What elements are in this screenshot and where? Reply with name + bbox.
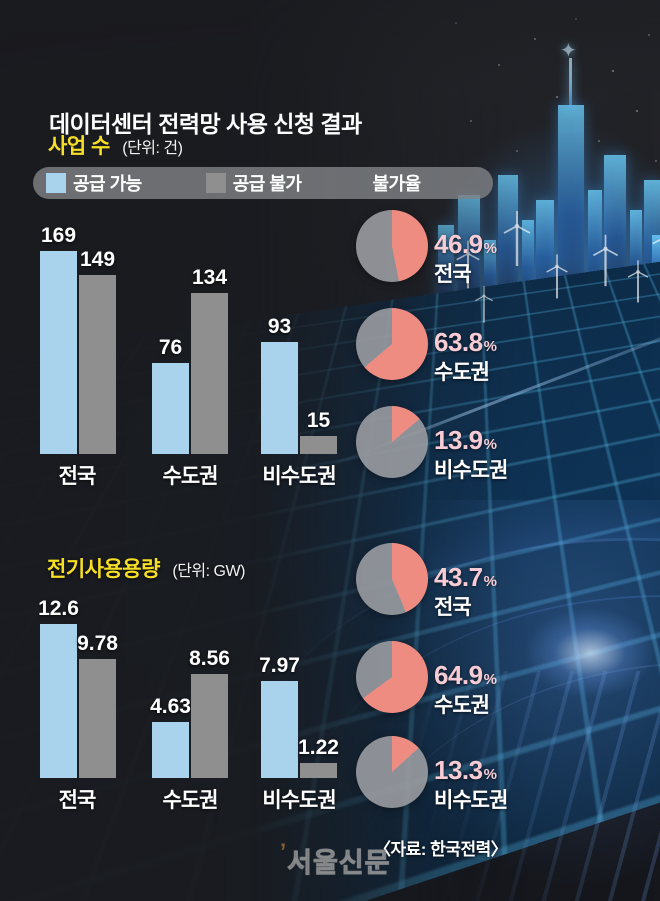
publisher-watermark: ’ 서울신문 xyxy=(280,841,391,880)
pie-region-label: 수도권 xyxy=(434,361,490,384)
page-title: 데이터센터 전력망 사용 신청 결과 xyxy=(49,111,362,138)
impossible-rate-label: 불가율 xyxy=(372,174,422,194)
pie-percent-label: 13.3% xyxy=(434,755,497,786)
bar-supply-possible xyxy=(261,342,298,454)
bar-supply-impossible xyxy=(300,436,337,454)
bar-supply-impossible xyxy=(191,674,228,778)
pie-region-label: 비수도권 xyxy=(434,459,508,482)
bar-value-label: 134 xyxy=(191,266,228,289)
bar-supply-possible xyxy=(261,681,298,778)
bar-supply-impossible xyxy=(300,763,337,778)
category-label: 수도권 xyxy=(162,465,219,488)
pie-percent-label: 46.9% xyxy=(434,229,497,260)
bar-value-label: 4.63 xyxy=(150,695,191,718)
pie-percent-label: 64.9% xyxy=(434,660,497,691)
bar-supply-impossible xyxy=(191,293,228,454)
pie-region-label: 전국 xyxy=(434,596,472,619)
impossible-rate-pie xyxy=(356,406,428,478)
watermark-quote-icon: ’ xyxy=(280,839,287,864)
pie-region-label: 수도권 xyxy=(434,694,490,717)
section1-title: 사업 수 xyxy=(48,135,110,158)
percent-sign: % xyxy=(483,240,497,257)
bar-value-label: 93 xyxy=(267,315,292,338)
bar-value-label: 149 xyxy=(79,248,116,271)
section2-unit: (단위: GW) xyxy=(172,563,245,580)
percent-sign: % xyxy=(483,671,497,688)
bar-supply-possible xyxy=(152,722,189,778)
supply-possible-swatch xyxy=(46,173,66,193)
pie-percent-value: 13.3 xyxy=(434,755,483,785)
pie-percent-value: 64.9 xyxy=(434,660,483,690)
bar-supply-impossible xyxy=(79,275,116,454)
source-credit: 〈자료: 한국전력〉 xyxy=(374,840,508,859)
bar-supply-possible xyxy=(152,363,189,454)
impossible-rate-pie xyxy=(356,308,428,380)
bar-value-label: 1.22 xyxy=(298,736,339,759)
percent-sign: % xyxy=(483,338,497,355)
percent-sign: % xyxy=(483,573,497,590)
bar-supply-possible xyxy=(40,624,77,778)
pie-percent-label: 13.9% xyxy=(434,425,497,456)
pie-region-label: 전국 xyxy=(434,263,472,286)
legend-item-supply-impossible: 공급 불가 xyxy=(205,170,302,196)
percent-sign: % xyxy=(483,436,497,453)
bar-supply-impossible xyxy=(79,659,116,778)
category-label: 수도권 xyxy=(162,789,219,812)
section2-heading: 전기사용용량 (단위: GW) xyxy=(47,553,245,583)
impossible-rate-pie xyxy=(356,641,428,713)
pie-percent-value: 13.9 xyxy=(434,425,483,455)
bar-value-label: 169 xyxy=(40,224,77,247)
category-label: 전국 xyxy=(58,465,97,488)
supply-impossible-swatch xyxy=(205,173,226,193)
legend: 공급 가능 공급 불가 불가율 xyxy=(33,167,493,199)
impossible-rate-pie xyxy=(356,210,428,282)
watermark-text: 서울신문 xyxy=(287,848,391,879)
supply-possible-label: 공급 가능 xyxy=(73,174,142,194)
bar-value-label: 7.97 xyxy=(259,654,300,677)
bar-supply-possible xyxy=(40,251,77,454)
category-label: 비수도권 xyxy=(262,465,336,488)
bar-value-label: 15 xyxy=(306,409,331,432)
pie-percent-label: 63.8% xyxy=(434,327,497,358)
bar-value-label: 9.78 xyxy=(77,632,118,655)
section1-heading: 사업 수 (단위: 건) xyxy=(48,130,183,160)
section2-title: 전기사용용량 xyxy=(47,558,160,581)
category-label: 비수도권 xyxy=(262,789,336,812)
bar-value-label: 76 xyxy=(158,336,183,359)
pie-percent-value: 63.8 xyxy=(434,327,483,357)
pie-percent-value: 46.9 xyxy=(434,229,483,259)
percent-sign: % xyxy=(483,766,497,783)
bar-value-label: 12.6 xyxy=(38,597,79,620)
pie-region-label: 비수도권 xyxy=(434,789,508,812)
impossible-rate-pie xyxy=(356,543,428,615)
pie-percent-label: 43.7% xyxy=(434,562,497,593)
impossible-rate-pie xyxy=(356,736,428,808)
legend-item-supply-possible: 공급 가능 xyxy=(46,170,142,196)
bar-value-label: 8.56 xyxy=(189,647,230,670)
section1-unit: (단위: 건) xyxy=(122,140,183,157)
pie-percent-value: 43.7 xyxy=(434,562,483,592)
category-label: 전국 xyxy=(58,789,97,812)
supply-impossible-label: 공급 불가 xyxy=(232,174,302,194)
